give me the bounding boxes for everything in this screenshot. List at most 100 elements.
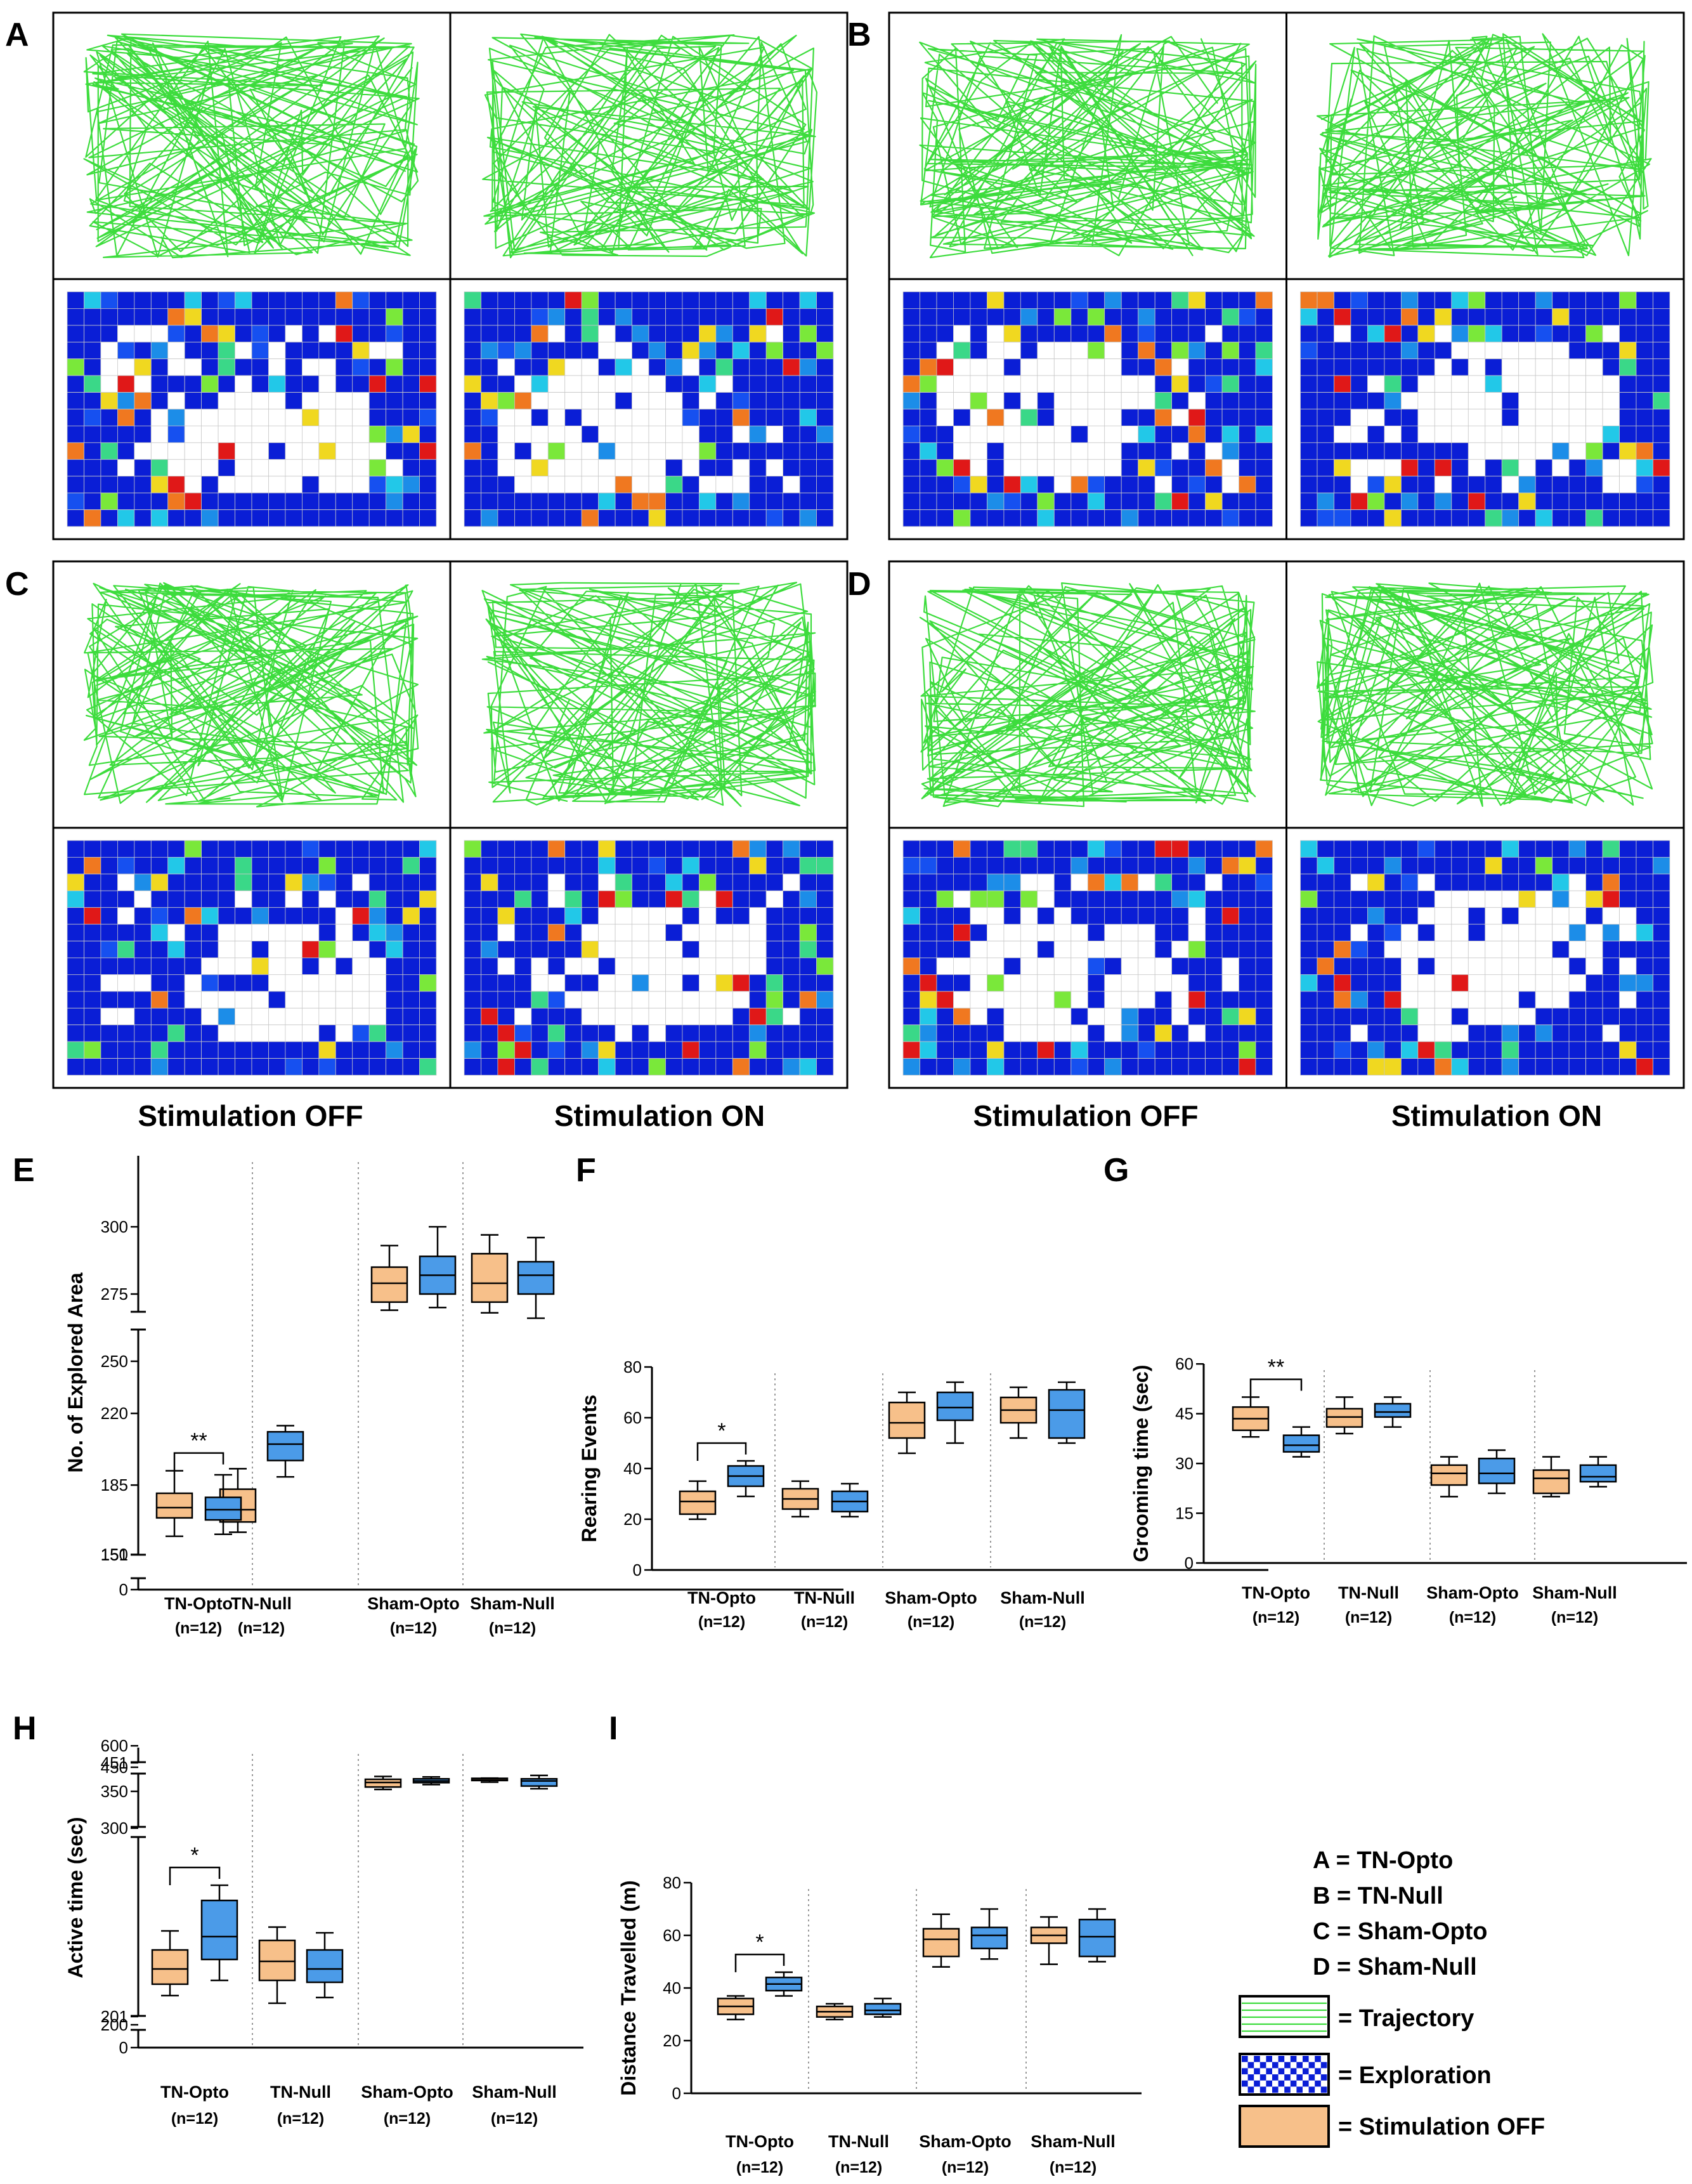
heatmap-cell [184, 341, 202, 360]
heatmap-cell [117, 325, 135, 343]
heatmap-cell [1653, 325, 1670, 343]
heatmap-cell [167, 840, 185, 858]
heatmap-cell [765, 1007, 784, 1026]
heatmap-cell [699, 308, 717, 326]
heatmap-cell [1602, 941, 1620, 958]
heatmap-cell [816, 873, 834, 891]
heatmap-cell [481, 907, 498, 925]
heatmap-cell [1171, 509, 1189, 527]
heatmap-cell [1451, 873, 1469, 891]
heatmap-cell [1121, 1058, 1139, 1076]
heatmap-cell [1003, 291, 1021, 309]
heatmap-cell [699, 941, 717, 958]
heatmap-cell [1585, 957, 1603, 975]
heatmap-cell [1071, 308, 1088, 326]
heatmap-cell [84, 426, 101, 443]
heatmap-cell [1585, 1024, 1603, 1042]
heatmap-cell [1239, 974, 1256, 992]
heatmap-cell [1239, 890, 1256, 908]
heatmap-cell [1020, 392, 1038, 410]
heatmap-cell [1188, 957, 1206, 975]
legend-exploration-cell [1247, 2062, 1254, 2069]
heatmap-cell [970, 907, 987, 925]
heatmap-cell [547, 476, 566, 494]
heatmap-cell [648, 840, 666, 858]
heatmap-cell [799, 890, 817, 908]
heatmap-cell [632, 409, 649, 426]
heatmap-cell [1154, 924, 1173, 941]
heatmap-cell [902, 392, 920, 410]
heatmap-cell [1104, 1024, 1122, 1042]
heatmap-cell [648, 476, 666, 494]
heatmap-cell [1104, 924, 1122, 941]
heatmap-cell [1188, 924, 1206, 941]
heatmap-cell [1171, 308, 1189, 326]
heatmap-cell [715, 409, 733, 426]
heatmap-cell [1535, 492, 1553, 510]
heatmap-cell [1087, 341, 1105, 360]
significance-bracket [696, 1442, 747, 1461]
heatmap-cell [1221, 924, 1239, 941]
heatmap-cell [1104, 442, 1122, 460]
heatmap-cell [1501, 1058, 1520, 1076]
heatmap-cell [953, 426, 971, 443]
heatmap-cell [201, 392, 219, 410]
heatmap-cell [218, 509, 236, 527]
heatmap-cell [368, 840, 387, 858]
trajectory-path [1316, 582, 1654, 807]
heatmap-cell [464, 1024, 481, 1042]
heatmap-cell [665, 308, 683, 326]
legend-exploration-cell [1320, 2074, 1327, 2081]
heatmap-cell [1020, 941, 1038, 958]
heatmap-cell [352, 409, 370, 426]
heatmap-cell [1239, 1041, 1256, 1059]
heatmap-cell [285, 857, 303, 875]
heatmap-cell [547, 426, 566, 443]
heatmap-cell [970, 924, 987, 941]
heatmap-cell [1585, 375, 1603, 393]
heatmap-cell [150, 857, 169, 875]
heatmap-cell [1205, 991, 1223, 1009]
heatmap-cell [648, 509, 666, 527]
heatmap-cell [352, 325, 370, 343]
heatmap-cell [531, 325, 549, 343]
heatmap-cell [1653, 840, 1670, 858]
heatmap-cell [615, 509, 632, 527]
legend-exploration-cell [1247, 2086, 1254, 2093]
heatmap-cell [1535, 1058, 1553, 1076]
heatmap-cell [1317, 341, 1334, 360]
heatmap-cell [1104, 459, 1122, 477]
heatmap-cell [1653, 991, 1670, 1009]
heatmap-cell [953, 409, 971, 426]
heatmap-cell [682, 509, 700, 527]
heatmap-cell [335, 991, 353, 1009]
heatmap-cell [1317, 291, 1334, 309]
heatmap-cell [953, 392, 971, 410]
heatmap-cell [1221, 941, 1239, 958]
heatmap-cell [1367, 991, 1385, 1009]
heatmap-cell [150, 392, 169, 410]
heatmap-cell [1467, 325, 1486, 343]
legend-exploration-cell [1278, 2080, 1285, 2087]
heatmap-cell [615, 308, 632, 326]
heatmap-cell [1485, 341, 1502, 360]
heatmap-cell [1188, 341, 1206, 360]
heatmap-cell [1619, 291, 1637, 309]
heatmap-cell [67, 476, 84, 494]
heatmap-cell [268, 907, 286, 925]
heatmap-cell [1300, 459, 1318, 477]
heatmap-cell [318, 325, 336, 343]
heatmap-cell [920, 924, 937, 941]
heatmap-cell [1518, 308, 1536, 326]
heatmap-cell [799, 1024, 817, 1042]
legend-trajectory-label: = Trajectory [1338, 2005, 1474, 2032]
heatmap-cell [1003, 1041, 1021, 1059]
heatmap-cell [1154, 409, 1173, 426]
heatmap-cell [749, 1058, 767, 1076]
heatmap-cell [1602, 341, 1620, 360]
heatmap-cell [699, 291, 717, 309]
heatmap-cell [682, 426, 700, 443]
heatmap-cell [953, 857, 971, 875]
heatmap-cell [100, 1007, 118, 1026]
heatmap-cell [581, 857, 599, 875]
